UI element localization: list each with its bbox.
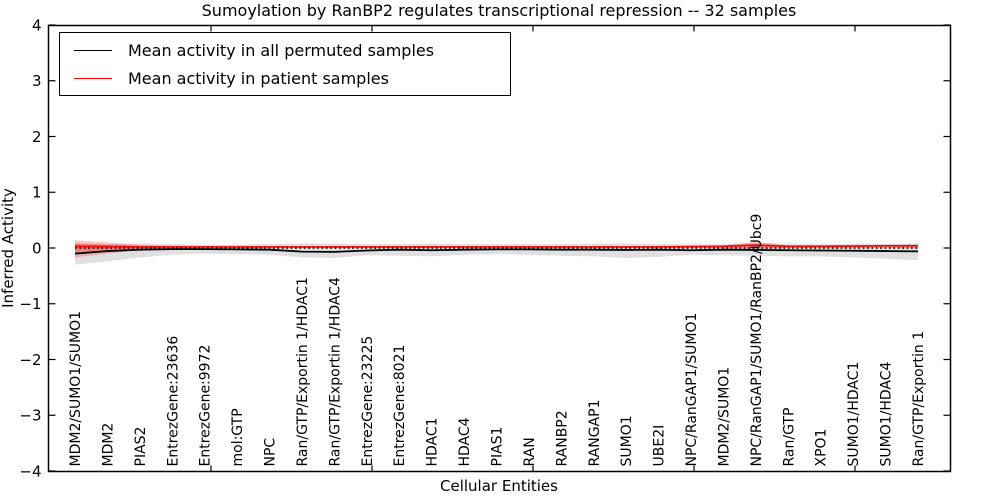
x-tick-label: Ran/GTP/Exportin 1/HDAC4 xyxy=(327,277,343,466)
x-tick-label: HDAC4 xyxy=(457,417,473,466)
x-tick-label: EntrezGene:9972 xyxy=(198,345,214,467)
x-tick-label: MDM2/SUMO1 xyxy=(716,367,732,467)
y-tick-label: −4 xyxy=(19,462,41,480)
x-tick-label: EntrezGene:23225 xyxy=(360,336,376,467)
patient-line-swatch xyxy=(74,77,112,79)
x-tick-label: EntrezGene:23636 xyxy=(165,336,181,467)
x-tick-label: Ran/GTP/Exportin 1/HDAC1 xyxy=(295,277,311,466)
x-tick-label: RANBP2 xyxy=(554,410,570,466)
permuted-confidence-band xyxy=(75,242,918,265)
legend: Mean activity in all permuted samples Me… xyxy=(59,32,511,96)
patient-mean-line xyxy=(74,244,918,248)
x-tick-label: NPC xyxy=(263,438,279,467)
x-tick-label: EntrezGene:8021 xyxy=(392,345,408,467)
y-tick-label: −1 xyxy=(19,295,41,313)
x-tick-label: SUMO1/HDAC4 xyxy=(879,361,895,466)
x-tick-label: NPC/RanGAP1/SUMO1/RanBP2/Ubc9 xyxy=(749,214,765,467)
y-tick-label: −3 xyxy=(19,407,41,425)
permuted-mean-line xyxy=(74,248,919,255)
y-tick-label: 3 xyxy=(32,72,42,90)
x-axis-title: Cellular Entities xyxy=(440,477,558,495)
x-tick-label: HDAC1 xyxy=(425,417,441,466)
y-tick-label: 0 xyxy=(32,239,42,257)
x-tick-label: PIAS1 xyxy=(490,427,506,467)
x-tick-label: MDM2/SUMO1/SUMO1 xyxy=(68,311,84,467)
x-tick-label: mol:GTP xyxy=(230,408,246,466)
x-tick-label: XPO1 xyxy=(814,429,830,467)
y-tick-label: 1 xyxy=(32,184,42,202)
x-tick-label: MDM2 xyxy=(100,423,116,467)
y-tick-label: 2 xyxy=(32,128,42,146)
x-tick-label: Ran/GTP xyxy=(781,408,797,467)
x-tick-label: SUMO1/HDAC1 xyxy=(846,362,862,467)
x-tick-label: NPC/RanGAP1/SUMO1 xyxy=(684,313,700,467)
patient-confidence-band xyxy=(75,240,918,258)
y-axis-title: Inferred Activity xyxy=(0,188,17,308)
y-tick-label: −2 xyxy=(19,351,41,369)
permuted-line-swatch xyxy=(74,49,112,51)
x-tick-label: PIAS2 xyxy=(133,427,149,467)
legend-item-permuted: Mean activity in all permuted samples xyxy=(74,39,510,61)
legend-label-patient: Mean activity in patient samples xyxy=(128,68,389,88)
y-tick-label: 4 xyxy=(32,16,42,34)
x-tick-label: UBE2I xyxy=(652,425,668,467)
x-tick-label: RANGAP1 xyxy=(587,400,603,467)
chart-title: Sumoylation by RanBP2 regulates transcri… xyxy=(201,1,797,20)
legend-label-permuted: Mean activity in all permuted samples xyxy=(128,40,435,60)
legend-item-patient: Mean activity in patient samples xyxy=(74,67,510,89)
x-tick-label: Ran/GTP/Exportin 1 xyxy=(911,331,927,467)
x-tick-label: SUMO1 xyxy=(619,415,635,466)
x-tick-label: RAN xyxy=(522,437,538,466)
